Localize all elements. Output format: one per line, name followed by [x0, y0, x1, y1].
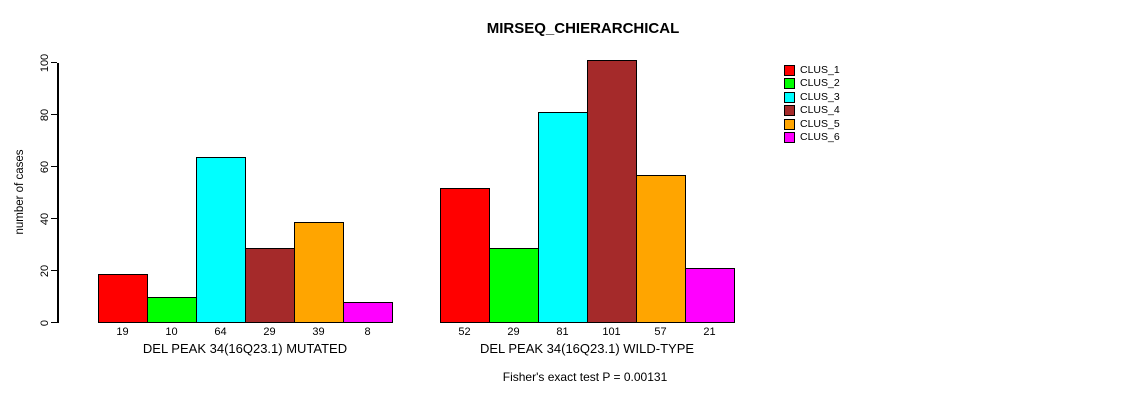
bar-value-label: 21 [703, 326, 716, 338]
bar-clus_1 [440, 187, 490, 323]
legend-swatch [784, 91, 795, 103]
bar-value-label: 81 [556, 326, 569, 338]
group-label-mutated: DEL PEAK 34(16Q23.1) MUTATED [142, 341, 348, 356]
y-tick-label: 60 [39, 160, 51, 173]
legend-swatch [784, 118, 795, 130]
legend-item: CLUS_4 [784, 104, 840, 117]
y-tick [51, 218, 57, 220]
bar-value-label: 29 [263, 326, 276, 338]
y-tick [51, 62, 57, 64]
legend-label: CLUS_4 [800, 104, 840, 117]
group-label-wild-type: DEL PEAK 34(16Q23.1) WILD-TYPE [479, 341, 695, 356]
bar-clus_2 [489, 247, 539, 323]
bar-clus_5 [636, 174, 686, 323]
bar-clus_6 [343, 302, 393, 323]
legend-item: CLUS_1 [784, 65, 840, 76]
y-tick [51, 114, 57, 116]
y-tick-label: 0 [39, 319, 51, 326]
bar-value-label: 57 [654, 326, 667, 338]
legend-label: CLUS_6 [800, 130, 840, 143]
bar-value-label: 101 [602, 326, 621, 338]
legend-item: CLUS_6 [784, 130, 840, 143]
bar-clus_4 [587, 60, 637, 323]
y-tick-label: 20 [39, 264, 51, 277]
y-tick [51, 322, 57, 324]
legend-swatch [784, 65, 795, 76]
legend-label: CLUS_2 [800, 77, 840, 90]
bar-clus_5 [294, 221, 344, 323]
y-tick [51, 166, 57, 168]
bar-value-label: 8 [364, 326, 371, 338]
y-axis-label: number of cases [14, 149, 26, 235]
legend-swatch [784, 78, 795, 90]
y-tick-label: 80 [39, 108, 51, 121]
legend-label: CLUS_5 [800, 117, 840, 130]
legend-item: CLUS_5 [784, 117, 840, 130]
bar-clus_2 [147, 297, 197, 323]
bar-clus_6 [685, 268, 735, 323]
y-axis-line [57, 62, 59, 323]
bar-value-label: 10 [165, 326, 178, 338]
bar-clus_4 [245, 247, 295, 323]
bar-value-label: 64 [214, 326, 227, 338]
y-tick-label: 40 [39, 212, 51, 225]
bar-clus_3 [196, 156, 246, 323]
chart-title: MIRSEQ_CHIERARCHICAL [486, 20, 680, 37]
legend-swatch [784, 105, 795, 117]
legend: CLUS_1 CLUS_2 CLUS_3 CLUS_4 CLUS_5 CLUS_6 [784, 65, 840, 143]
y-tick [51, 270, 57, 272]
legend-label: CLUS_1 [800, 64, 840, 76]
bar-value-label: 29 [507, 326, 520, 338]
fisher-test-annotation: Fisher's exact test P = 0.00131 [502, 370, 668, 384]
legend-swatch [784, 131, 795, 143]
bar-value-label: 52 [458, 326, 471, 338]
legend-item: CLUS_3 [784, 90, 840, 103]
bar-clus_1 [98, 273, 148, 323]
bar-value-label: 19 [116, 326, 129, 338]
legend-item: CLUS_2 [784, 77, 840, 90]
bar-clus_3 [538, 112, 588, 323]
bar-value-label: 39 [312, 326, 325, 338]
y-tick-label: 100 [39, 53, 51, 72]
legend-label: CLUS_3 [800, 90, 840, 103]
